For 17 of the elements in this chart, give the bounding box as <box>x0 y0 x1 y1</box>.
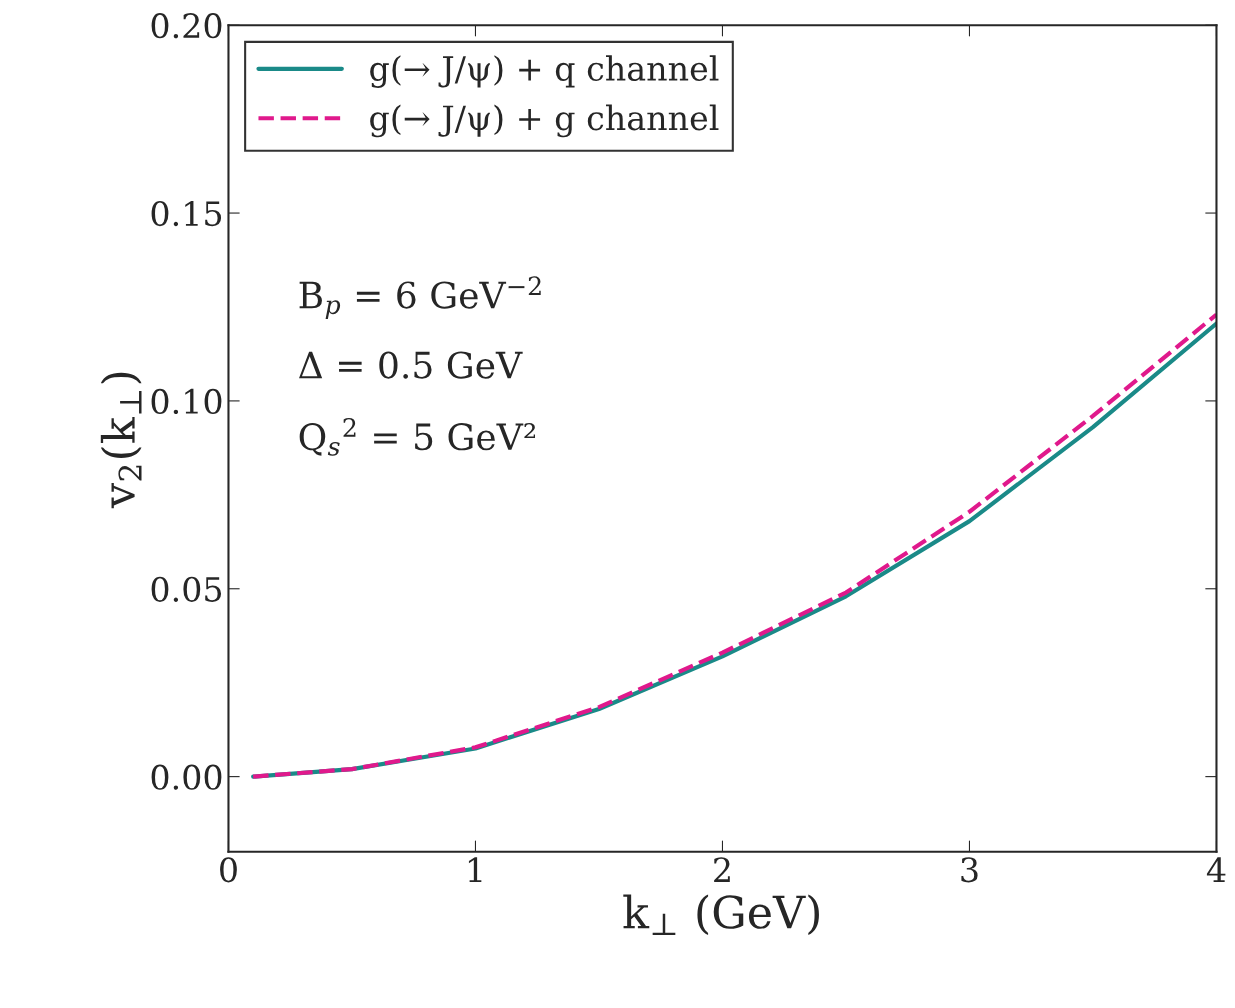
legend-label: g(→ J/ψ) + g channel <box>370 104 719 138</box>
y-tick-label: 0.00 <box>151 764 222 790</box>
y-axis-title: v$_{2}$(k$_{⊥}$) <box>100 372 142 509</box>
annotation: B$_{p}$ = 6 GeV$^{−2}$ <box>299 276 541 320</box>
x-tick-label: 1 <box>468 857 482 882</box>
x-tick-label: 2 <box>714 857 730 882</box>
y-tick-label: 0.20 <box>151 13 222 39</box>
y-tick-label: 0.10 <box>151 388 222 415</box>
annotation: Δ = 0.5 GeV <box>299 351 523 379</box>
x-tick-label: 4 <box>1206 857 1226 882</box>
y-tick-label: 0.05 <box>151 576 222 602</box>
y-tick-label: 0.15 <box>151 200 222 227</box>
x-axis-title: k$_{⊥}$ (GeV) <box>623 894 819 936</box>
legend-label: g(→ J/ψ) + q channel <box>370 55 719 88</box>
annotation: Q$_{s}$$^{2}$ = 5 GeV² <box>299 417 535 456</box>
x-tick-label: 0 <box>220 857 237 883</box>
x-tick-label: 3 <box>961 857 978 883</box>
